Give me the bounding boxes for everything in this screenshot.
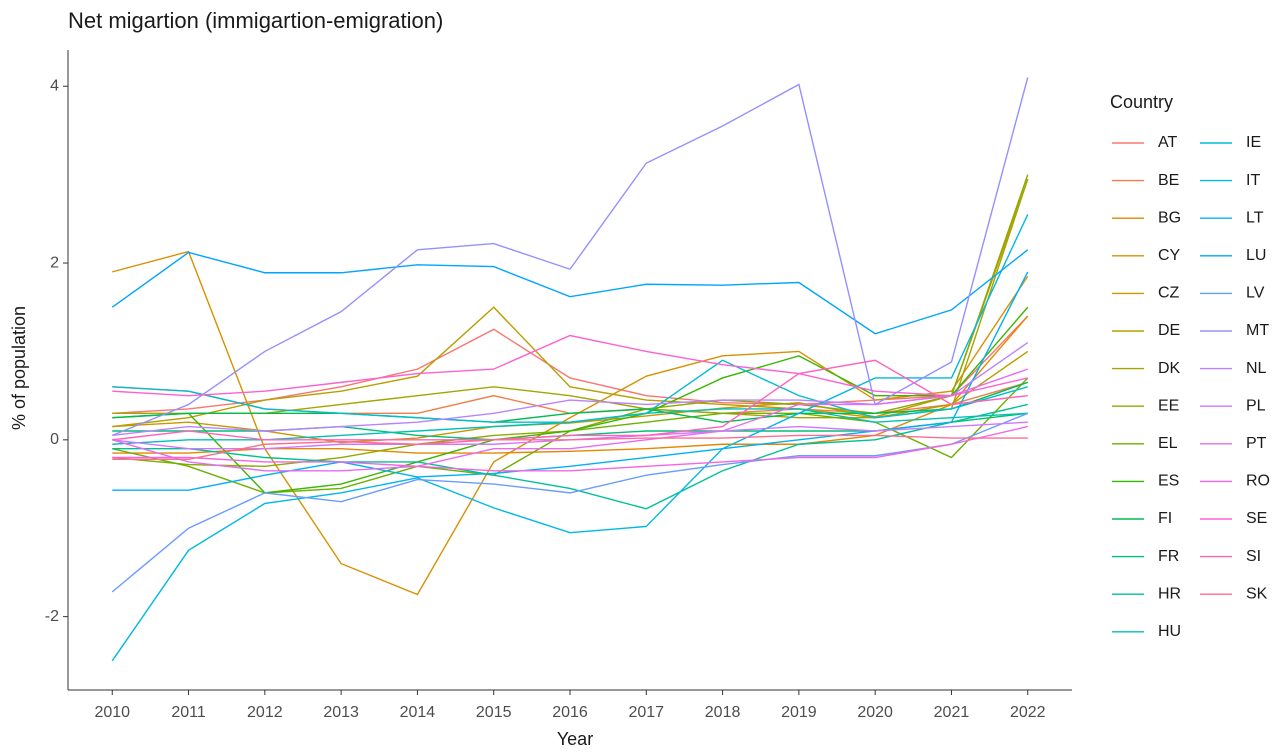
- x-axis-title: Year: [557, 729, 593, 749]
- legend-label: DK: [1158, 360, 1181, 377]
- legend-title: Country: [1110, 92, 1173, 112]
- legend-label: SK: [1246, 585, 1268, 602]
- x-tick-label: 2010: [94, 704, 130, 721]
- legend-label: RO: [1246, 473, 1270, 490]
- series-line: [112, 178, 1029, 419]
- x-tick-label: 2022: [1010, 704, 1046, 721]
- chart-title: Net migartion (immigartion-emigration): [68, 8, 443, 33]
- x-tick-label: 2016: [552, 704, 588, 721]
- legend-label: EL: [1158, 435, 1178, 452]
- legend-label: MT: [1246, 322, 1269, 339]
- legend-label: CY: [1158, 247, 1181, 264]
- legend-label: NL: [1246, 360, 1267, 377]
- x-tick-label: 2020: [857, 704, 893, 721]
- legend-label: LT: [1246, 209, 1264, 226]
- series-line: [111, 412, 1029, 593]
- legend-label: SE: [1246, 510, 1267, 527]
- x-tick-label: 2015: [476, 704, 512, 721]
- series-line: [112, 315, 1029, 454]
- series-line: [112, 381, 1028, 423]
- legend-label: ES: [1158, 473, 1179, 490]
- series-line: [112, 271, 1029, 491]
- legend-label: PT: [1246, 435, 1267, 452]
- legend-label: HU: [1158, 623, 1181, 640]
- series-line: [112, 425, 1028, 472]
- series-line: [112, 334, 1028, 397]
- legend-label: BE: [1158, 172, 1179, 189]
- series-line: [111, 77, 1029, 437]
- legend-label: FR: [1158, 548, 1179, 565]
- x-tick-label: 2017: [628, 704, 664, 721]
- legend-label: AT: [1158, 134, 1177, 151]
- y-tick-label: -2: [45, 608, 59, 625]
- legend-label: CZ: [1158, 285, 1180, 302]
- y-axis-title: % of population: [9, 306, 29, 430]
- legend-label: LU: [1246, 247, 1266, 264]
- legend-label: PL: [1246, 397, 1266, 414]
- legend-label: EE: [1158, 397, 1179, 414]
- series-line: [112, 434, 1028, 460]
- series-line: [112, 408, 1028, 445]
- y-tick-label: 2: [50, 254, 59, 271]
- series-line: [111, 249, 1029, 335]
- series-line: [111, 214, 1029, 662]
- legend-label: IE: [1246, 134, 1261, 151]
- legend-label: LV: [1246, 285, 1265, 302]
- legend-label: HR: [1158, 585, 1181, 602]
- series-line: [112, 368, 1028, 472]
- x-tick-label: 2014: [400, 704, 436, 721]
- y-tick-label: 4: [50, 77, 59, 94]
- x-tick-label: 2018: [705, 704, 741, 721]
- legend-label: BG: [1158, 209, 1181, 226]
- x-tick-label: 2019: [781, 704, 817, 721]
- x-tick-label: 2011: [171, 704, 206, 721]
- series-line: [112, 359, 1028, 423]
- x-tick-label: 2013: [323, 704, 359, 721]
- series-line: [112, 403, 1028, 510]
- series-line: [112, 359, 1028, 441]
- x-tick-label: 2021: [934, 704, 970, 721]
- x-tick-label: 2012: [247, 704, 283, 721]
- legend-label: SI: [1246, 548, 1261, 565]
- legend-label: FI: [1158, 510, 1172, 527]
- y-tick-label: 0: [50, 431, 59, 448]
- legend-label: IT: [1246, 172, 1260, 189]
- legend-label: DE: [1158, 322, 1180, 339]
